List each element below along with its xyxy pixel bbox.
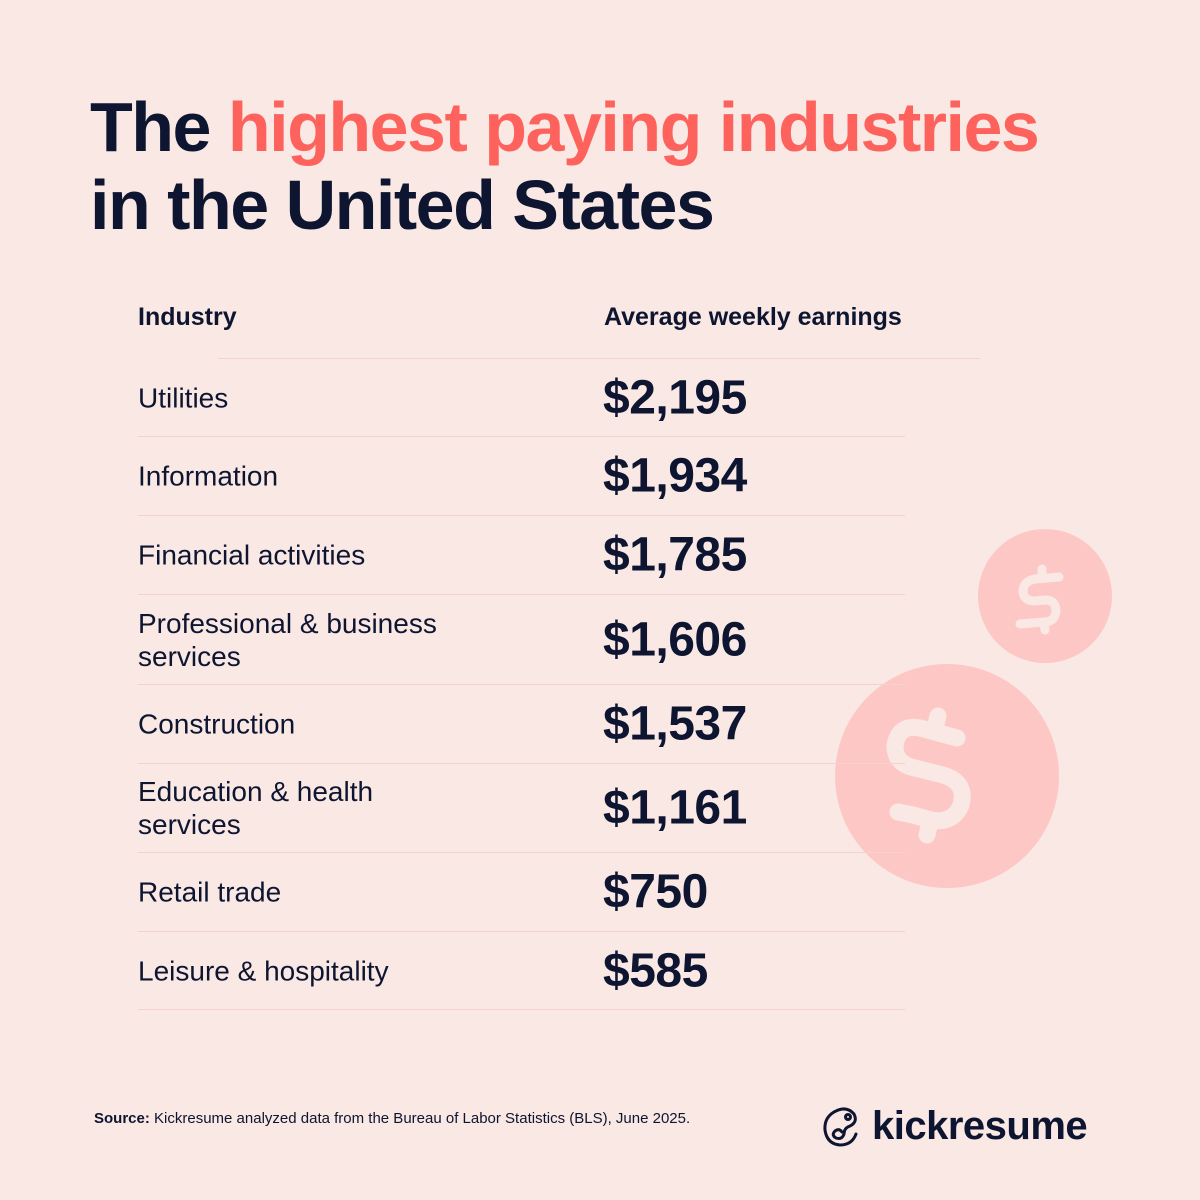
industry-name: Utilities (138, 382, 229, 413)
source-note: Source: Kickresume analyzed data from th… (94, 1110, 691, 1127)
industry-name: Education & health services (138, 776, 374, 840)
logo-text: kickresume (872, 1104, 1088, 1148)
industry-name: Construction (138, 708, 296, 740)
industry-name: Professional & business services (138, 607, 437, 672)
brand-logo: kickresume (820, 1104, 1088, 1149)
column-header-earnings: Average weekly earnings (604, 303, 902, 331)
weekly-earnings-value: $1,537 (603, 697, 747, 751)
table-row: Professional & business services $1,606 (138, 595, 905, 685)
header-divider (218, 358, 980, 359)
industry-name: Information (138, 460, 279, 492)
weekly-earnings-value: $1,606 (603, 613, 747, 666)
dollar-coin-icon (978, 529, 1112, 663)
weekly-earnings-value: $1,161 (603, 781, 747, 835)
weekly-earnings-value: $1,785 (603, 528, 747, 582)
table-row: Construction $1,537 (138, 685, 905, 764)
industry-name: Retail trade (138, 876, 282, 908)
table-row: Information $1,934 (138, 437, 905, 516)
table-row: Leisure & hospitality $585 (138, 932, 905, 1010)
table-row: Utilities $2,195 (138, 359, 905, 437)
column-header-industry: Industry (138, 303, 237, 331)
industry-name: Leisure & hospitality (138, 955, 389, 986)
weekly-earnings-value: $750 (603, 865, 708, 919)
weekly-earnings-value: $1,934 (603, 449, 747, 503)
page-title: The highest paying industries in the Unit… (90, 88, 1040, 244)
weekly-earnings-value: $2,195 (603, 371, 747, 424)
chameleon-logo-icon (823, 1107, 858, 1147)
table-row: Education & health services $1,161 (138, 764, 905, 853)
dollar-coin-icon (835, 664, 1059, 888)
title-highlight: highest paying industries (227, 88, 1040, 166)
table-row: Retail trade $750 (138, 853, 905, 932)
table-row: Financial activities $1,785 (138, 516, 905, 595)
weekly-earnings-value: $585 (603, 944, 708, 997)
industry-name: Financial activities (138, 539, 366, 571)
